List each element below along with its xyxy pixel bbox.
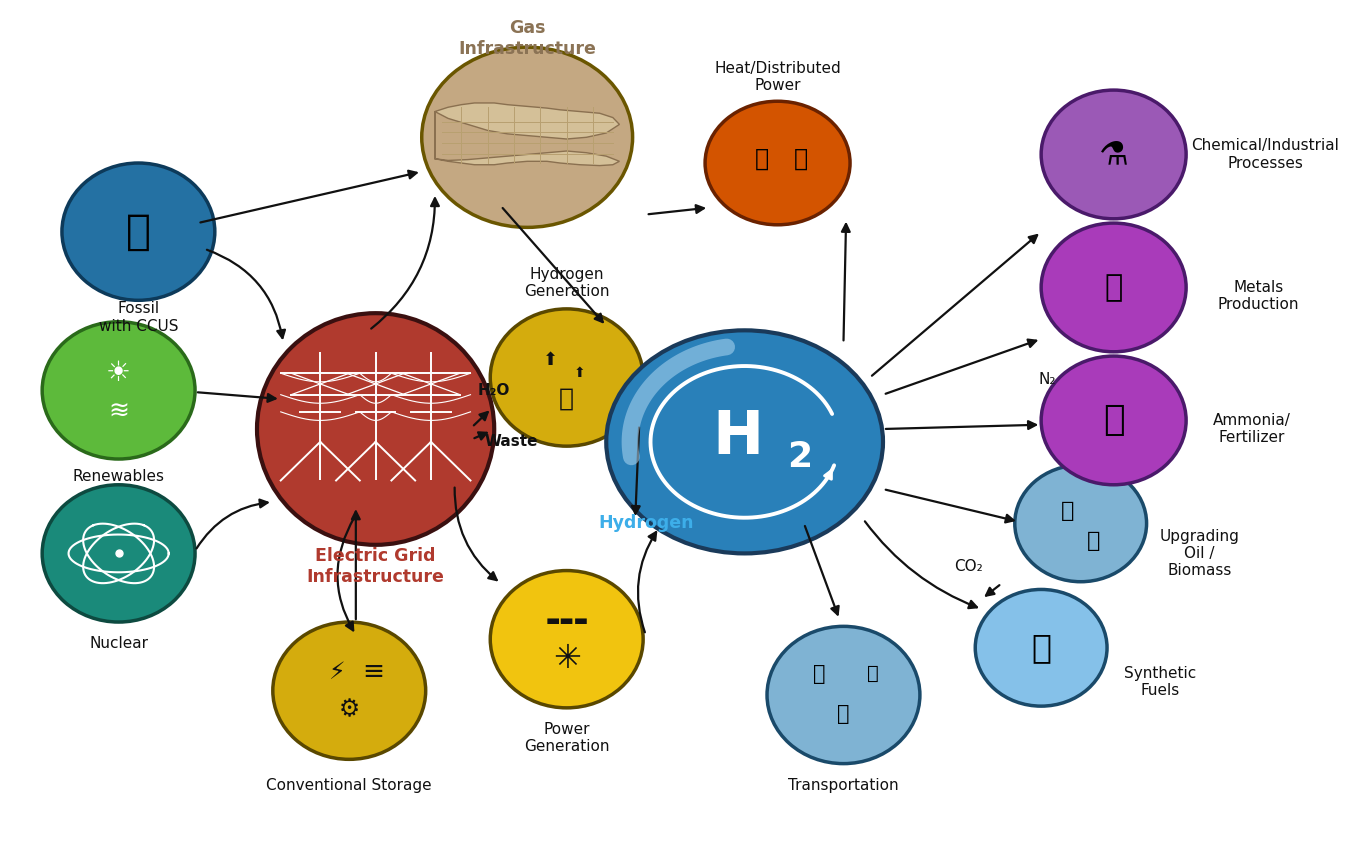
- Text: 🛢: 🛢: [1087, 530, 1100, 551]
- Text: Chemical/Industrial
Processes: Chemical/Industrial Processes: [1191, 138, 1339, 171]
- Text: 🏭: 🏭: [794, 147, 809, 171]
- Ellipse shape: [645, 356, 844, 528]
- Text: Electric Grid
Infrastructure: Electric Grid Infrastructure: [306, 547, 444, 586]
- Ellipse shape: [705, 101, 850, 225]
- Ellipse shape: [626, 343, 863, 541]
- Text: ✳: ✳: [552, 642, 580, 674]
- Ellipse shape: [1041, 356, 1187, 485]
- Text: ≋: ≋: [108, 400, 130, 424]
- Ellipse shape: [606, 330, 883, 553]
- Text: 🏆: 🏆: [1104, 273, 1123, 302]
- Text: Waste: Waste: [485, 434, 539, 450]
- Ellipse shape: [672, 373, 817, 511]
- Text: N₂: N₂: [1040, 372, 1057, 387]
- Text: H: H: [713, 408, 764, 467]
- Text: Renewables: Renewables: [73, 468, 165, 484]
- Ellipse shape: [767, 626, 919, 764]
- Ellipse shape: [42, 485, 194, 622]
- Text: Synthetic
Fuels: Synthetic Fuels: [1123, 666, 1196, 698]
- Ellipse shape: [490, 309, 643, 446]
- Text: ⬆: ⬆: [574, 366, 586, 380]
- Ellipse shape: [256, 313, 494, 545]
- Text: Heat/Distributed
Power: Heat/Distributed Power: [714, 61, 841, 94]
- Text: Metals
Production: Metals Production: [1218, 280, 1299, 312]
- Text: ⚡: ⚡: [328, 660, 344, 684]
- Text: Upgrading
Oil /
Biomass: Upgrading Oil / Biomass: [1160, 529, 1239, 578]
- Text: Power
Generation: Power Generation: [524, 722, 609, 754]
- Text: 🔥: 🔥: [126, 211, 151, 252]
- Text: Gas
Infrastructure: Gas Infrastructure: [458, 19, 597, 58]
- Text: ≡: ≡: [362, 659, 383, 685]
- Text: ⛽: ⛽: [1031, 631, 1052, 664]
- Text: Fossil
with CCUS: Fossil with CCUS: [99, 301, 178, 334]
- Ellipse shape: [1041, 90, 1187, 219]
- Polygon shape: [435, 103, 620, 166]
- Text: Hydrogen: Hydrogen: [598, 515, 694, 532]
- Text: Ammonia/
Fertilizer: Ammonia/ Fertilizer: [1214, 413, 1291, 445]
- Ellipse shape: [606, 330, 883, 553]
- Text: 🚃: 🚃: [867, 664, 879, 683]
- Text: Nuclear: Nuclear: [89, 636, 148, 651]
- Text: Transportation: Transportation: [788, 777, 899, 793]
- Ellipse shape: [1015, 465, 1146, 582]
- Text: Conventional Storage: Conventional Storage: [266, 777, 432, 793]
- Text: 2: 2: [787, 440, 813, 474]
- Text: 🔥: 🔥: [755, 147, 768, 171]
- Text: H₂O: H₂O: [478, 383, 510, 398]
- Text: ▬▬▬: ▬▬▬: [545, 613, 589, 628]
- Text: 🌿: 🌿: [1061, 500, 1075, 521]
- Text: ☀: ☀: [107, 360, 131, 387]
- Text: 🔥: 🔥: [1103, 403, 1125, 438]
- Ellipse shape: [62, 163, 215, 300]
- Ellipse shape: [1041, 223, 1187, 352]
- Text: ⬆: ⬆: [543, 352, 559, 369]
- Text: Hydrogen
Generation: Hydrogen Generation: [524, 267, 609, 299]
- Ellipse shape: [273, 622, 425, 759]
- Text: ⚗: ⚗: [1099, 138, 1129, 171]
- Text: 🚢: 🚢: [837, 704, 849, 724]
- Ellipse shape: [421, 47, 633, 227]
- Text: CO₂: CO₂: [954, 559, 983, 574]
- Ellipse shape: [975, 589, 1107, 706]
- Text: 🚚: 🚚: [814, 663, 826, 684]
- Ellipse shape: [490, 571, 643, 708]
- Text: ⚙: ⚙: [339, 698, 360, 722]
- Ellipse shape: [42, 322, 194, 459]
- Text: ⛽: ⛽: [559, 387, 574, 411]
